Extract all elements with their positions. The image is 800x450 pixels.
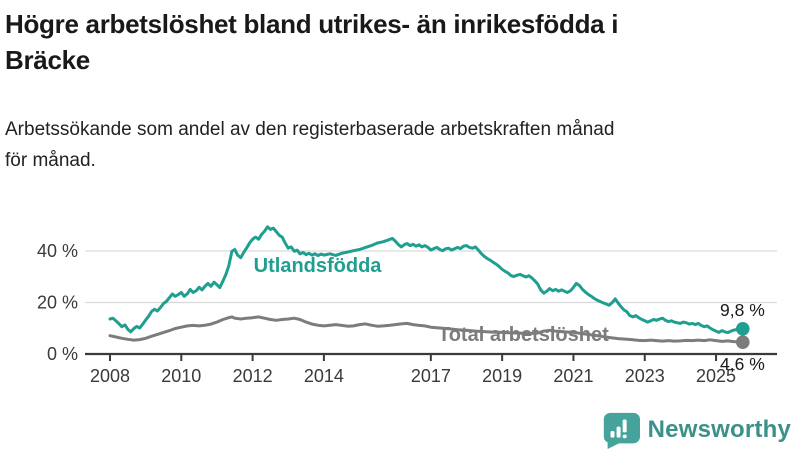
- series-label-total-arbetsloshet: Total arbetslöshet: [438, 324, 609, 346]
- speech-bubble-shape: [603, 412, 640, 450]
- chart-subtitle: Arbetssökande som andel av den registerb…: [5, 114, 797, 176]
- x-tick-label: 2014: [304, 366, 344, 386]
- x-tick-label: 2025: [696, 366, 736, 386]
- y-tick-label: 40 %: [37, 241, 78, 261]
- page-title: Högre arbetslöshet bland utrikes- än inr…: [5, 6, 797, 78]
- end-dot-utlandsfodda: [735, 321, 750, 336]
- bar-2: [616, 426, 621, 438]
- bar-1: [610, 430, 615, 438]
- y-tick-label: 20 %: [37, 293, 78, 313]
- series-line-utlandsfodda: [108, 225, 745, 335]
- x-tick-label: 2023: [625, 366, 665, 386]
- x-tick-label: 2019: [482, 366, 522, 386]
- end-value-label-utlandsfodda: 9,8 %: [720, 300, 765, 320]
- page-title-line-1: Högre arbetslöshet bland utrikes- än inr…: [5, 9, 619, 39]
- newsworthy-speech-bubble-bar-chart-icon: [603, 412, 640, 450]
- chart-subtitle-line-2: för månad.: [5, 150, 96, 171]
- x-tick-label: 2021: [553, 366, 593, 386]
- x-tick-label: 2017: [411, 366, 451, 386]
- exclamation-stem: [622, 419, 627, 433]
- x-tick-label: 2008: [90, 366, 130, 386]
- unemployment-line-chart-container: 0 % 20 % 40 % 2008 2010 2012 2014 2017 2019 2021 2…: [0, 208, 800, 408]
- end-value-label-total-arbetsloshet: 4,6 %: [720, 354, 765, 374]
- unemployment-line-chart: 0 % 20 % 40 % 2008 2010 2012 2014 2017 2019 2021 2…: [37, 225, 777, 386]
- exclamation-dot: [622, 434, 627, 439]
- x-tick-label: 2010: [161, 366, 201, 386]
- chart-subtitle-line-1: Arbetssökande som andel av den registerb…: [5, 119, 615, 140]
- series-line-total-arbetsloshet: [108, 315, 745, 344]
- newsworthy-brand-name: Newsworthy: [647, 416, 791, 443]
- y-tick-label: 0 %: [47, 344, 78, 364]
- series-label-utlandsfodda: Utlandsfödda: [254, 255, 383, 277]
- end-dot-total-arbetsloshet: [735, 335, 750, 349]
- newsworthy-brand-lockup[interactable]: Newsworthy: [600, 411, 791, 450]
- x-tick-label: 2012: [233, 366, 273, 386]
- page-title-line-2: Bräcke: [5, 45, 90, 75]
